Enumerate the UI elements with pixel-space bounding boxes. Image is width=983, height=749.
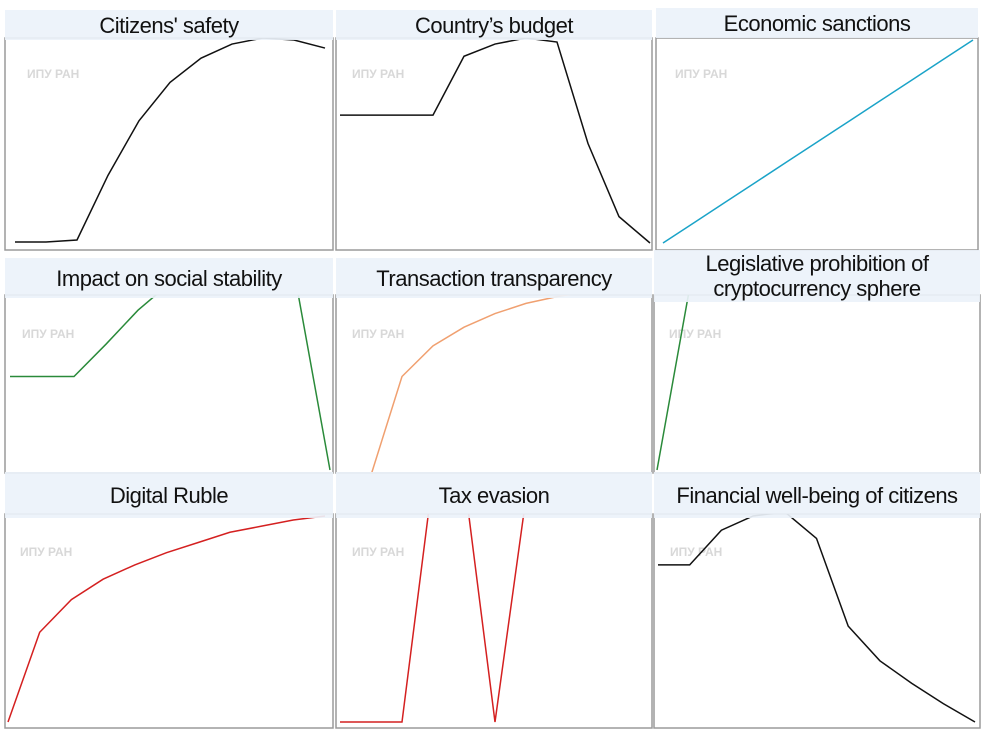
panel-frame (653, 294, 981, 474)
chart-title: Financial well-being of citizens (654, 472, 980, 518)
line (370, 295, 572, 473)
chart-title: Digital Ruble (5, 472, 333, 518)
watermark: ИПУ РАН (22, 327, 74, 341)
panel-frame (4, 294, 334, 474)
line (10, 295, 331, 471)
chart-title: Country’s budget (336, 10, 652, 40)
chart-title: Economic sanctions (656, 8, 978, 38)
plot (10, 295, 331, 471)
plot (658, 514, 976, 723)
chart-title: Citizens' safety (5, 10, 333, 40)
chart-title: Legislative prohibition of cryptocurrenc… (654, 250, 980, 302)
chart-title: Impact on social stability (5, 258, 333, 298)
plot (7, 515, 326, 723)
line (340, 38, 651, 244)
plot (340, 38, 651, 244)
watermark: ИПУ РАН (20, 545, 72, 559)
line (7, 515, 326, 723)
watermark: ИПУ РАН (352, 67, 404, 81)
panel-frame (335, 294, 653, 474)
watermark: ИПУ РАН (670, 545, 722, 559)
watermark: ИПУ РАН (27, 67, 79, 81)
watermark: ИПУ РАН (675, 67, 727, 81)
panel-frame (655, 37, 979, 251)
line (658, 514, 976, 723)
watermark: ИПУ РАН (352, 545, 404, 559)
line (340, 514, 525, 723)
chart-title: Tax evasion (336, 472, 652, 518)
panel-frame (4, 37, 334, 251)
line (662, 39, 974, 244)
panel-frame (335, 513, 653, 729)
panel-frame (4, 513, 334, 729)
watermark: ИПУ РАН (352, 327, 404, 341)
chart-title: Transaction transparency (336, 258, 652, 298)
plot (340, 514, 525, 723)
panel-frame (335, 37, 653, 251)
watermark: ИПУ РАН (669, 327, 721, 341)
plot (662, 39, 974, 244)
plot (370, 295, 572, 473)
